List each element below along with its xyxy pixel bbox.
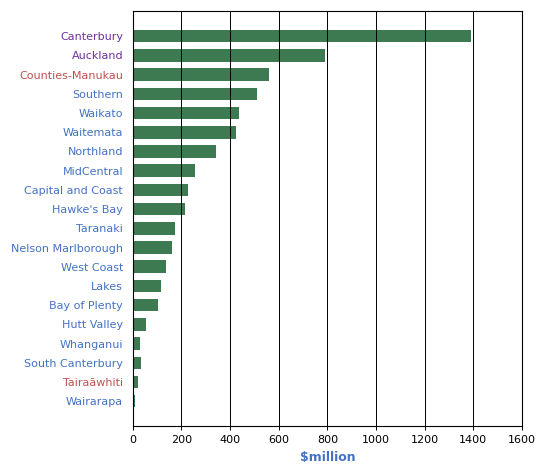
Bar bbox=[133, 184, 188, 196]
Bar bbox=[133, 357, 141, 369]
Bar bbox=[133, 107, 238, 119]
Bar bbox=[133, 260, 166, 273]
Bar bbox=[133, 318, 146, 331]
Bar bbox=[133, 203, 185, 215]
X-axis label: $million: $million bbox=[300, 451, 355, 464]
Bar bbox=[133, 241, 172, 254]
Bar bbox=[133, 395, 135, 408]
Bar bbox=[133, 222, 176, 235]
Bar bbox=[133, 280, 161, 292]
Bar bbox=[133, 68, 269, 81]
Bar bbox=[133, 145, 216, 158]
Bar bbox=[133, 87, 257, 100]
Bar bbox=[133, 337, 139, 350]
Bar bbox=[133, 30, 471, 42]
Bar bbox=[133, 49, 325, 62]
Bar bbox=[133, 376, 138, 388]
Bar bbox=[133, 126, 236, 139]
Bar bbox=[133, 299, 159, 312]
Bar bbox=[133, 164, 195, 177]
